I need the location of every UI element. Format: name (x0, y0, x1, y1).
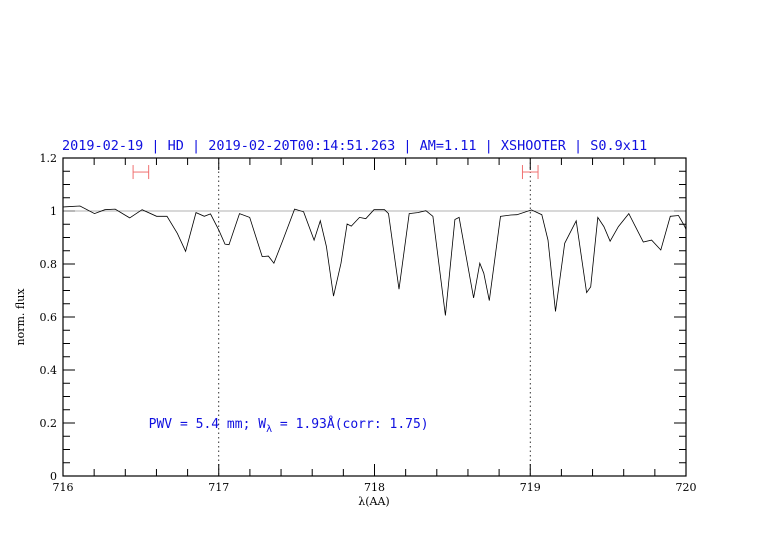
annotation-suffix: = 1.93Å(corr: 1.75) (272, 416, 429, 432)
x-tick-label: 716 (53, 481, 74, 494)
y-tick-label: 1.2 (40, 152, 58, 165)
y-tick-label: 0.6 (40, 311, 58, 324)
range-marker (132, 165, 150, 180)
x-axis-label: λ(AA) (358, 495, 389, 508)
spectrum-line (62, 205, 687, 316)
y-tick-label: 1 (50, 205, 57, 218)
y-tick-label: 0.4 (40, 364, 58, 377)
x-tick-label: 719 (520, 481, 541, 494)
annotation-subscript: λ (266, 424, 272, 435)
y-tick-label: 0 (50, 470, 57, 483)
x-tick-label: 718 (364, 481, 385, 494)
y-axis-label: norm. flux (14, 288, 27, 346)
y-tick-label: 0.2 (40, 417, 58, 430)
x-tick-label: 720 (676, 481, 697, 494)
range-marker (521, 165, 539, 180)
y-tick-label: 0.8 (40, 258, 58, 271)
x-tick-label: 717 (208, 481, 229, 494)
pwv-annotation: PWV = 5.4 mm; Wλ = 1.93Å(corr: 1.75) (149, 416, 429, 435)
annotation-prefix: PWV = 5.4 mm; W (149, 417, 267, 432)
plot-frame (62, 157, 687, 477)
chart-title: 2019-02-19 | HD | 2019-02-20T00:14:51.26… (62, 138, 647, 154)
